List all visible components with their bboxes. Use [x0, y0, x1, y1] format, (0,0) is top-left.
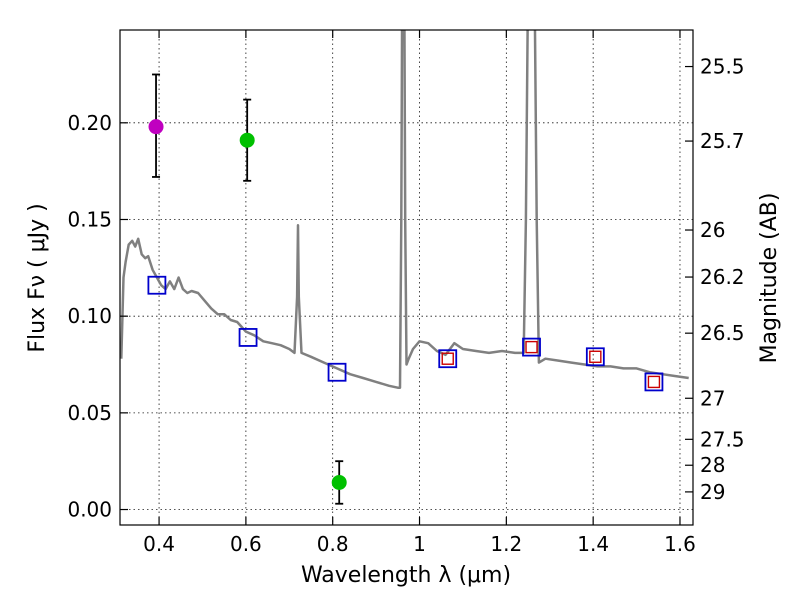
- observed-photometry-square: [525, 340, 538, 354]
- y2-axis-label: Magnitude (AB): [757, 193, 782, 364]
- model-photometry-square: [327, 362, 347, 382]
- x-tick-label: 0.8: [317, 532, 349, 556]
- x-tick-label: 1.4: [577, 532, 609, 556]
- y-tick-label: 0.00: [67, 498, 112, 522]
- y2-tick-label: 26.2: [700, 265, 745, 289]
- x-tick-label: 1.6: [664, 532, 696, 556]
- y2-tick-label: 29: [700, 480, 725, 504]
- y-tick-label: 0.20: [67, 111, 112, 135]
- y2-tick-label: 26.5: [700, 321, 745, 345]
- model-photometry-square: [585, 347, 605, 367]
- y-axis-label: Flux Fν ( μJy ): [25, 203, 50, 352]
- x-tick-label: 0.4: [143, 532, 175, 556]
- y-tick-label: 0.15: [67, 207, 112, 231]
- detection-point: [239, 132, 255, 148]
- model-photometry-square: [644, 372, 664, 392]
- spectrum-line: [120, 30, 689, 389]
- y2-tick-label: 25.7: [700, 129, 745, 153]
- x-tick-label: 0.6: [230, 532, 262, 556]
- detection-point: [331, 474, 347, 490]
- y2-tick-label: 26: [700, 218, 725, 242]
- y-tick-label: 0.10: [67, 304, 112, 328]
- model-photometry-square: [522, 337, 541, 357]
- y2-tick-label: 27.5: [700, 427, 745, 451]
- model-photometry-square: [238, 328, 258, 347]
- detection-point: [148, 119, 164, 135]
- model-photometry-square: [438, 349, 458, 369]
- y2-tick-label: 27: [700, 386, 725, 410]
- data-layer: [120, 30, 689, 505]
- y2-tick-label: 25.5: [700, 55, 745, 79]
- x-tick-label: 1.2: [490, 532, 522, 556]
- grid-layer: [120, 30, 693, 525]
- x-tick-label: 1: [413, 532, 426, 556]
- observed-photometry-square: [647, 375, 661, 389]
- tick-layer: 0.4 0.6 0.8 1 1.2 1.4 1.6 0.00 0.05 0.10 0.15 0.20 2…: [67, 30, 745, 556]
- y2-tick-label: 28: [700, 453, 725, 477]
- observed-photometry-square: [589, 350, 602, 363]
- observed-photometry-square: [441, 352, 454, 365]
- x-axis-label: Wavelength λ (μm): [301, 563, 511, 588]
- model-photometry-square: [147, 275, 167, 295]
- y-tick-label: 0.05: [67, 401, 112, 425]
